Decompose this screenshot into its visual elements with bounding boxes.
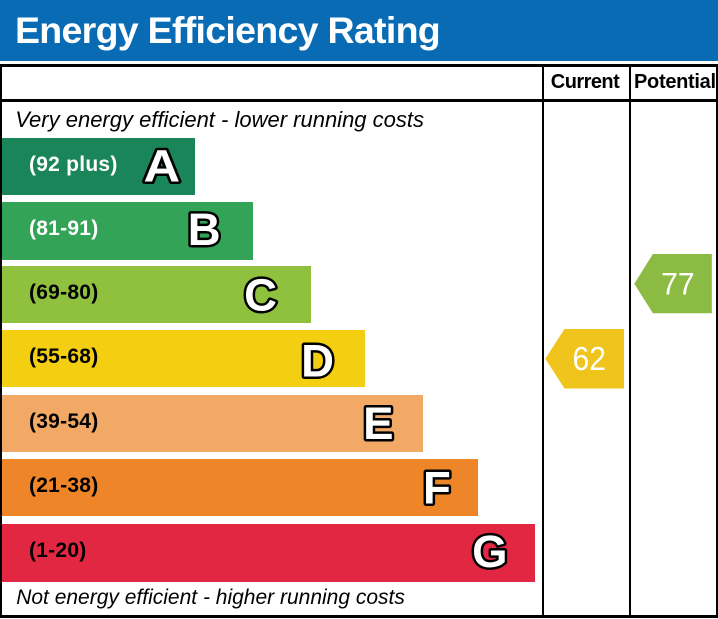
svg-text:62: 62: [573, 341, 607, 378]
svg-text:77: 77: [661, 265, 695, 301]
